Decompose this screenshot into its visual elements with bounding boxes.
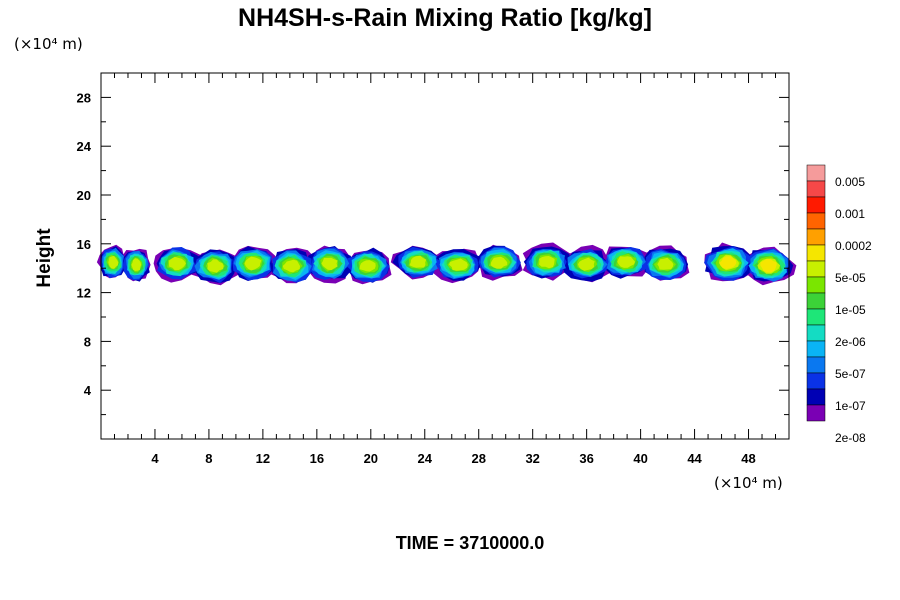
x-tick-label: 12 (256, 451, 270, 466)
colorbar-label: 1e-05 (835, 303, 866, 317)
y-tick-label: 8 (84, 334, 91, 349)
colorbar-swatch (806, 340, 826, 358)
colorbar-swatch (806, 356, 826, 374)
y-tick-label: 4 (84, 383, 92, 398)
cloud-contour (131, 258, 142, 271)
y-tick-label: 20 (77, 188, 91, 203)
x-tick-label: 28 (471, 451, 485, 466)
colorbar-label: 1e-07 (835, 399, 866, 413)
x-tick-label: 24 (418, 451, 433, 466)
colorbar-swatch (806, 324, 826, 342)
cloud-contour (282, 259, 300, 273)
cloud-segment (390, 244, 523, 284)
x-tick-label: 40 (633, 451, 647, 466)
colorbar-label: 5e-05 (835, 271, 866, 285)
cloud-contour (321, 257, 338, 271)
y-tick-label: 12 (77, 286, 91, 301)
cloud-contour (490, 256, 508, 269)
colorbar-swatch (806, 260, 826, 278)
colorbar-swatch (806, 388, 826, 406)
time-label: TIME = 3710000.0 (396, 533, 545, 553)
colorbar-swatch (806, 308, 826, 326)
x-tick-label: 4 (151, 451, 159, 466)
cloud-contour (207, 259, 224, 273)
x-tick-label: 32 (525, 451, 539, 466)
cloud-segment (96, 244, 151, 282)
cloud-layer (96, 242, 797, 286)
colorbar: 0.005 0.001 0.0002 5e-05 1e-05 2e-06 5e-07 1e-0… (806, 164, 872, 445)
colorbar-swatch (806, 276, 826, 294)
y-unit-label: (×10⁴ m) (14, 35, 83, 53)
x-axis: 4 8 12 16 20 24 28 32 36 40 44 48 (113, 73, 777, 466)
cloud-contour (719, 256, 737, 269)
cloud-segment (522, 242, 690, 283)
chart-title: NH4SH-s-Rain Mixing Ratio [kg/kg] (238, 4, 652, 32)
cloud-contour (617, 256, 636, 268)
y-axis: 4 8 12 16 20 24 28 (77, 90, 789, 416)
colorbar-label: 0.001 (835, 207, 865, 221)
x-tick-label: 8 (205, 451, 212, 466)
colorbar-swatch (806, 164, 826, 182)
x-tick-label: 48 (741, 451, 755, 466)
colorbar-swatch (806, 228, 826, 246)
colorbar-label: 2e-08 (835, 431, 866, 445)
cloud-contour (539, 256, 555, 269)
colorbar-swatch (806, 212, 826, 230)
colorbar-swatch (806, 196, 826, 214)
x-tick-label: 44 (687, 451, 702, 466)
cloud-contour (760, 258, 777, 273)
colorbar-label: 0.005 (835, 175, 865, 189)
x-unit-label: (×10⁴ m) (714, 474, 783, 492)
cloud-contour (578, 257, 595, 271)
y-tick-label: 16 (77, 237, 91, 252)
cloud-contour (657, 257, 674, 270)
x-tick-label: 16 (310, 451, 324, 466)
x-tick-label: 36 (579, 451, 593, 466)
cloud-contour (244, 256, 262, 271)
cloud-contour (449, 258, 468, 271)
colorbar-swatch (806, 180, 826, 198)
y-axis-label: Height (34, 228, 55, 288)
cloud-contour (409, 255, 427, 268)
colorbar-label: 0.0002 (835, 239, 872, 253)
y-tick-label: 28 (77, 90, 91, 105)
colorbar-swatch (806, 404, 826, 422)
x-tick-label: 20 (364, 451, 378, 466)
cloud-contour (108, 255, 119, 269)
cloud-segment (704, 242, 797, 286)
colorbar-swatch (806, 244, 826, 262)
plot-frame (100, 72, 790, 440)
colorbar-label: 2e-06 (835, 335, 866, 349)
y-tick-label: 24 (77, 139, 92, 154)
colorbar-swatch (806, 292, 826, 310)
cloud-contour (359, 260, 376, 272)
colorbar-swatch (806, 372, 826, 390)
colorbar-label: 5e-07 (835, 367, 866, 381)
cloud-contour (168, 256, 186, 271)
cloud-segment (153, 245, 392, 286)
